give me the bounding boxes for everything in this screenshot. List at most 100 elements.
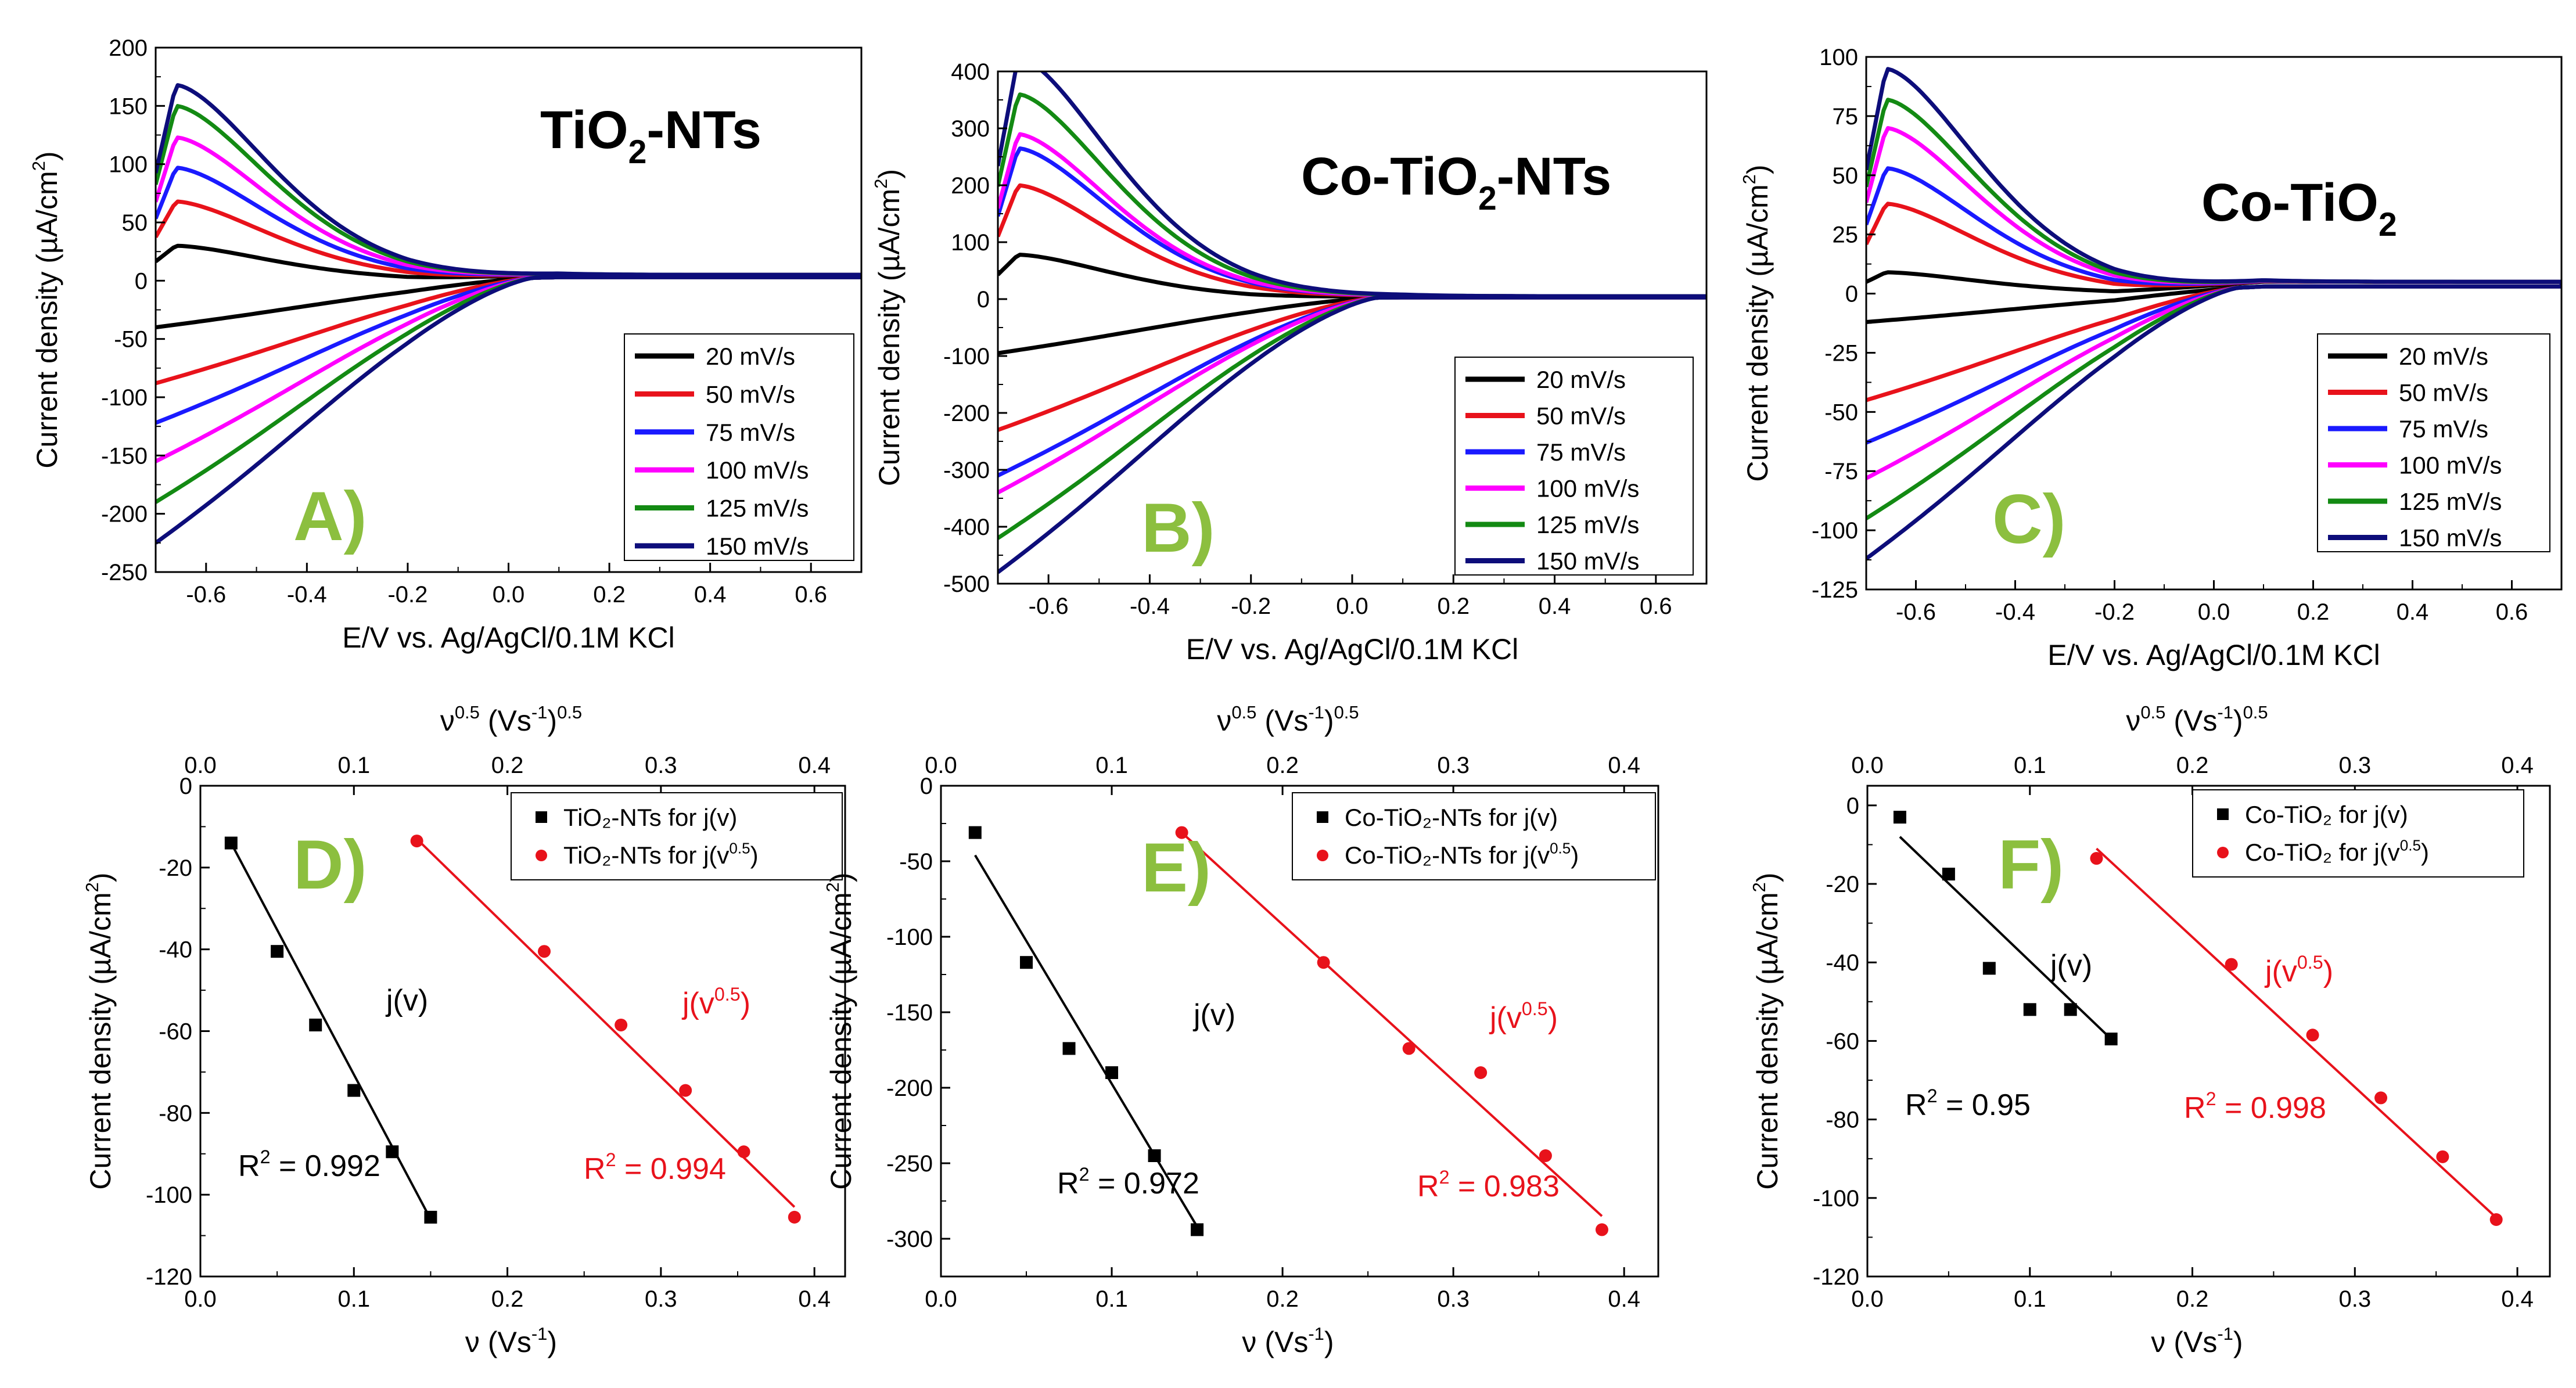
top-x-tick-label: 0.1 (2014, 753, 2046, 778)
legend-label: 20 mV/s (706, 343, 795, 370)
legend-label: 100 mV/s (1536, 475, 1639, 502)
data-point-square (2104, 1033, 2118, 1046)
x-tick-label: 0.4 (798, 1286, 831, 1312)
data-point-square (424, 1210, 437, 1224)
data-point-circle (1474, 1066, 1488, 1079)
data-point-circle (1175, 826, 1188, 839)
y-axis-label-part: ) (825, 872, 857, 882)
y-tick-label: -40 (159, 937, 192, 963)
y-tick-label: 100 (109, 152, 148, 178)
panel-title-part: Co-TiO (2201, 173, 2379, 232)
scatter-panel-e: 0.0 0.1 0.2 0.3 0.4-300-250-200-150-100-5000… (822, 702, 1659, 1358)
cv-panel-b: -0.6 -0.4 -0.2 0.0 0.2 0.4 0.6 -500 -400 -300 -200… (871, 59, 1708, 666)
panel-letter: D) (293, 826, 367, 904)
cv-panel-a: -0.6 -0.4 -0.2 0.0 0.2 0.4 0.6 -250 -200 -150 -100… (28, 35, 863, 654)
panel-letter: B) (1141, 489, 1215, 567)
x-tick-label: 0.6 (1640, 594, 1672, 619)
x-tick-label: 0.6 (2496, 599, 2528, 625)
fit-line-linear (974, 854, 1198, 1228)
top-x-tick-label: 0.2 (1266, 753, 1299, 778)
legend-label-part: 0.5 (729, 839, 750, 857)
scatter-panel-f: 0.0 0.1 0.2 0.3 0.4 -120 -100 -80 -60 -40 -20 0 0.0 0… (1749, 702, 2551, 1358)
y-axis-label: Current density (µA/cm2​) (28, 151, 63, 468)
top-x-tick-label: 0.2 (491, 753, 524, 778)
data-point-square (347, 1084, 361, 1097)
x-axis-label: E/V vs. Ag/AgCl/0.1M KCl (1186, 633, 1518, 666)
annotation-jv05: j(v0.5​) (2264, 952, 2333, 988)
x-axis-label: E/V vs. Ag/AgCl/0.1M KCl (2047, 639, 2380, 671)
annotation-jv05-part: j(v (681, 987, 714, 1020)
x-tick-label: 0.3 (645, 1286, 677, 1312)
x-tick-label: 0.4 (2397, 599, 2429, 625)
y-tick-label: 25 (1833, 222, 1859, 248)
y-tick-label: -80 (159, 1101, 192, 1126)
y-tick-label: 50 (1833, 163, 1859, 189)
annotation-r2-red-part: 2 (1439, 1167, 1450, 1188)
legend-label: 125 mV/s (706, 495, 809, 522)
legend-marker-square (536, 811, 547, 823)
data-point-square (309, 1018, 322, 1031)
data-point-square (968, 826, 982, 839)
y-tick-label: -125 (1812, 577, 1858, 603)
legend-label-part: Co-TiO₂-NTs for j(v (1345, 842, 1550, 869)
legend-label: TiO₂-NTs for j(v0.5​) (563, 839, 759, 869)
data-point-circle (615, 1018, 628, 1031)
cv-curve-50mvs (1866, 202, 2561, 402)
cv-curve-100mvs (1866, 126, 2561, 480)
annotation-jv05-part: ) (2323, 955, 2333, 988)
y-tick-label: -200 (886, 1076, 933, 1101)
annotation-r2-black-part: = 0.95 (1938, 1088, 2031, 1122)
top-x-tick-label: 0.0 (1851, 753, 1884, 778)
y-tick-label: -20 (159, 855, 192, 881)
x-tick-label: 0.4 (1608, 1286, 1640, 1312)
fit-line-sqrt (2096, 847, 2498, 1219)
legend-label: 20 mV/s (1536, 366, 1626, 393)
panel-title-part: TiO (540, 100, 628, 160)
y-tick-label: 75 (1833, 104, 1859, 130)
cv-curve-50mvs (998, 183, 1706, 432)
annotation-jv: j(v) (1192, 998, 1235, 1032)
top-x-tick-label: 0.1 (337, 753, 370, 778)
panel-letter: A) (293, 477, 367, 555)
data-point-circle (788, 1210, 801, 1224)
data-point-circle (2090, 852, 2103, 865)
panel-title-part: 2 (2379, 206, 2397, 243)
annotation-jv05: j(v0.5​) (681, 984, 750, 1020)
legend-box (2317, 333, 2550, 552)
cv-curve-150mvs (156, 83, 861, 545)
data-point-square (1020, 956, 1033, 969)
x-tick-label: 0.2 (2176, 1286, 2209, 1312)
data-point-square (1942, 868, 1955, 881)
panel-title: TiO2​-NTs (540, 100, 761, 171)
x-tick-label: 0.1 (337, 1286, 370, 1312)
y-tick-label: -20 (1826, 872, 1859, 897)
x-axis-label-part: ν (Vs (465, 1326, 531, 1358)
annotation-r2-red-part: = 0.994 (616, 1152, 726, 1186)
annotation-jv05: j(v0.5​) (1489, 998, 1558, 1035)
y-tick-label: -100 (1813, 1186, 1859, 1211)
annotation-r2-black-part: = 0.992 (271, 1149, 380, 1183)
annotation-r2-red-part: = 0.998 (2216, 1091, 2326, 1125)
cv-curve-100mvs (998, 132, 1706, 495)
y-axis-label-part: Current density (µA/cm (873, 189, 906, 486)
legend-label: 75 mV/s (706, 419, 795, 446)
top-x-axis-label-part: 0.5 (1231, 702, 1256, 722)
y-axis-label-part: 2 (871, 179, 891, 189)
y-axis-label: Current density (µA/cm2​) (822, 872, 857, 1189)
data-point-square (1893, 811, 1906, 824)
data-point-circle (1402, 1042, 1415, 1055)
y-axis-label-part: ) (1751, 872, 1784, 882)
annotation-r2-red-part: R (2184, 1091, 2206, 1125)
x-tick-label: -0.4 (1995, 599, 2035, 625)
data-point-circle (679, 1084, 692, 1097)
data-point-circle (538, 945, 551, 958)
top-x-axis-label-part: 0.5 (557, 702, 582, 722)
top-x-tick-label: 0.3 (645, 753, 677, 778)
legend-box (624, 333, 854, 561)
top-x-tick-label: 0.4 (2501, 753, 2534, 778)
x-tick-label: 0.1 (2014, 1286, 2046, 1312)
x-tick-label: 0.1 (1095, 1286, 1128, 1312)
x-axis-label: ν (Vs-1​) (465, 1324, 557, 1358)
top-x-axis-label: ν0.5​ (Vs-1​)0.5​ (2126, 702, 2268, 737)
